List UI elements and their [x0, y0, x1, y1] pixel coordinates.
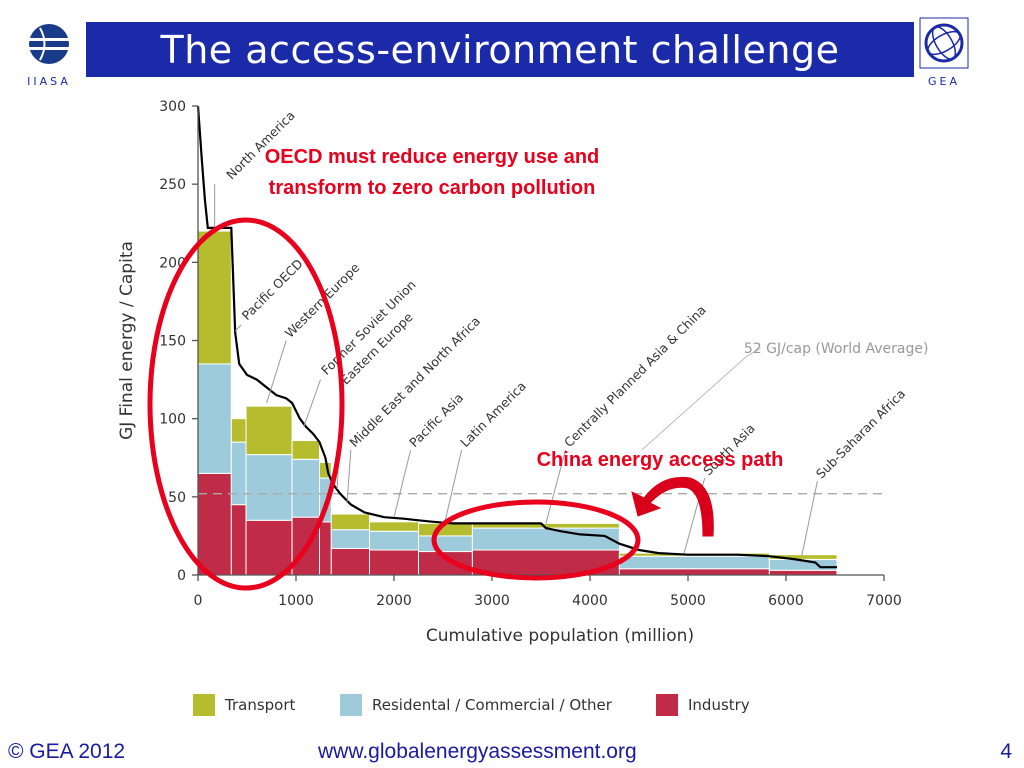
x-tick-label-7000: 7000 [866, 593, 902, 609]
bar-segment-5-2 [330, 547, 370, 576]
y-tick-label-250: 250 [159, 177, 186, 193]
oecd-annotation-line-0: OECD must reduce energy use and [265, 146, 600, 168]
region-leader-2 [266, 340, 287, 404]
region-leader-6 [393, 449, 412, 518]
region-label-7: Latin America [457, 378, 529, 450]
region-leader-1 [234, 324, 242, 332]
y-tick-label-100: 100 [159, 412, 186, 428]
iiasa-logo-text: IIASA [27, 75, 71, 88]
y-tick-label-50: 50 [168, 490, 186, 506]
bar-segment-8-1 [471, 527, 620, 551]
bar-segment-6-2 [369, 549, 419, 576]
footer-page-number: 4 [1000, 740, 1012, 763]
x-tick-label-3000: 3000 [474, 593, 510, 609]
region-leader-10 [801, 481, 818, 557]
world-average-leader [641, 347, 761, 451]
region-leader-8 [545, 449, 566, 524]
china-highlight-ellipse [431, 499, 641, 581]
region-leader-3 [303, 379, 321, 427]
bar-segment-5-0 [330, 513, 370, 531]
oecd-highlight-ellipse [147, 217, 345, 591]
china-annotation: China energy access path [537, 449, 784, 471]
bar-segment-2-2 [245, 519, 293, 576]
legend-label-0: Transport [224, 696, 296, 714]
x-tick-label-4000: 4000 [572, 593, 608, 609]
bar-segment-10-2 [768, 569, 838, 576]
x-tick-label-5000: 5000 [670, 593, 706, 609]
x-tick-label-6000: 6000 [768, 593, 804, 609]
world-average-label: 52 GJ/cap (World Average) [744, 341, 929, 357]
bar-segment-4-2 [319, 521, 332, 576]
legend-swatch-1 [340, 694, 362, 716]
region-label-1: Pacific OECD [239, 256, 306, 323]
y-tick-label-300: 300 [159, 99, 186, 115]
bar-segment-6-1 [369, 530, 419, 551]
footer-website-link[interactable]: www.globalenergyassessment.org [318, 740, 637, 763]
x-tick-label-1000: 1000 [278, 593, 314, 609]
region-label-6: Pacific Asia [406, 390, 466, 450]
region-leader-5 [346, 449, 352, 504]
legend-label-2: Industry [688, 696, 750, 714]
gea-globe-icon [919, 17, 969, 69]
gea-logo: GEA [916, 16, 972, 88]
iiasa-logo: IIASA [20, 18, 78, 88]
bar-segment-6-0 [369, 521, 419, 532]
bar-segment-0-0 [197, 230, 232, 365]
y-tick-label-150: 150 [159, 334, 186, 350]
bar-segment-1-2 [230, 504, 247, 576]
region-label-0: North America [223, 108, 298, 183]
iiasa-globe-icon [29, 24, 69, 64]
x-axis-label: Cumulative population (million) [426, 626, 694, 646]
bar-segment-3-0 [291, 440, 321, 460]
gea-logo-text: GEA [928, 75, 960, 88]
region-label-8: Centrally Planned Asia & China [561, 302, 709, 450]
footer-copyright: © GEA 2012 [8, 740, 126, 763]
china-path-arrow-icon [631, 476, 714, 537]
legend-label-1: Residental / Commercial / Other [372, 696, 613, 714]
bar-segment-9-1 [618, 555, 770, 570]
bar-segment-0-1 [197, 363, 232, 474]
y-axis-label: GJ Final energy / Capita [117, 241, 137, 440]
page-title-text: The access-environment challenge [160, 27, 840, 72]
legend-swatch-2 [656, 694, 678, 716]
x-tick-label-2000: 2000 [376, 593, 412, 609]
bar-segment-9-2 [618, 568, 770, 576]
y-tick-label-0: 0 [177, 568, 186, 584]
cumulative-energy-curve [196, 105, 837, 569]
bar-segment-3-1 [291, 458, 321, 518]
bar-segment-2-0 [245, 405, 293, 456]
oecd-annotation-line-1: transform to zero carbon pollution [269, 177, 596, 199]
x-tick-label-0: 0 [194, 593, 203, 609]
bar-segment-1-1 [230, 441, 247, 506]
region-label-10: Sub-Saharan Africa [813, 386, 908, 481]
bar-segment-2-1 [245, 454, 293, 521]
region-leader-7 [444, 449, 463, 522]
legend-swatch-0 [193, 694, 215, 716]
bar-segment-5-1 [330, 529, 370, 549]
bar-segment-0-2 [197, 472, 232, 576]
bar-segment-1-0 [230, 418, 247, 443]
page-title: The access-environment challenge [86, 22, 914, 77]
bar-segment-7-1 [418, 535, 473, 553]
